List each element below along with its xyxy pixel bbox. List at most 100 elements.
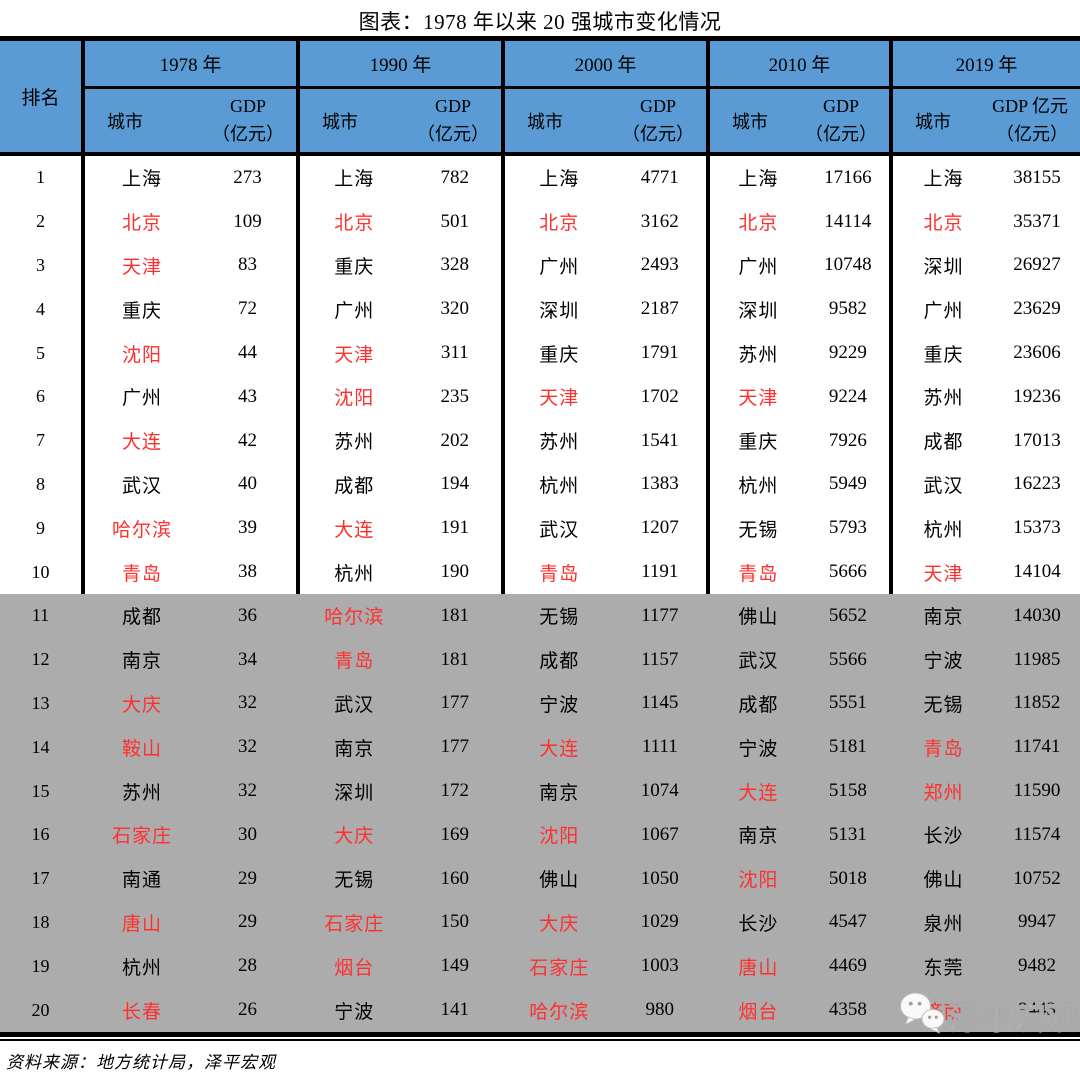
year-group-cell: 上海 4771 <box>505 156 710 200</box>
year-group-cell: 哈尔滨 980 <box>505 988 710 1032</box>
city-name: 大庆 <box>334 826 375 848</box>
city-name: 北京 <box>121 213 162 235</box>
year-group-cell: 沈阳 1067 <box>505 813 710 857</box>
year-group-cell: 北京 35371 <box>893 200 1080 244</box>
city-header-label: 城市 <box>915 111 951 132</box>
city-name: 佛山 <box>738 607 779 629</box>
year-group-cell: 成都 194 <box>300 462 505 507</box>
city-name: 广州 <box>738 256 779 278</box>
year-group-cell: 哈尔滨 39 <box>85 506 300 551</box>
gdp-value: 320 <box>440 298 470 320</box>
gdp-value: 5566 <box>828 648 867 670</box>
gdp-value: 39 <box>237 517 257 539</box>
gdp-value: 177 <box>440 736 470 758</box>
gdp-value: 9582 <box>828 298 867 320</box>
gdp-header-label: GDP 亿元 （亿元） <box>992 95 1068 144</box>
gdp-value: 11985 <box>1013 648 1061 670</box>
city-header-label: 城市 <box>107 111 143 132</box>
city-name: 杭州 <box>334 563 375 585</box>
city-name: 广州 <box>539 256 580 278</box>
gdp-value: 9224 <box>828 385 867 407</box>
year-group-cell: 天津 14104 <box>893 550 1080 594</box>
rank-cell: 16 <box>31 824 50 845</box>
year-group-cell: 哈尔滨 181 <box>300 594 505 638</box>
rank-cell: 5 <box>0 331 85 375</box>
city-name: 南京 <box>923 607 964 629</box>
city-name: 哈尔滨 <box>529 1001 590 1023</box>
year-group-cell: 无锡 11852 <box>893 682 1080 726</box>
city-name: 宁波 <box>539 694 580 716</box>
year-group-cell: 成都 1157 <box>505 638 710 682</box>
city-name: 上海 <box>539 169 580 191</box>
table-row: 16 石家庄 30 大庆 169 沈阳 1067 南京 5131 长沙 11574 <box>0 812 1080 857</box>
gdp-value: 5018 <box>828 867 867 889</box>
year-group-cell: 石家庄 150 <box>300 901 505 945</box>
gdp-value: 4547 <box>828 911 867 933</box>
year-group-cell: 南京 14030 <box>893 594 1080 638</box>
year-group-cell: 重庆 328 <box>300 243 505 288</box>
rank-cell: 2 <box>0 199 85 244</box>
gdp-value: 19236 <box>1013 385 1061 407</box>
year-group-cell: 青岛 5666 <box>710 550 893 594</box>
gdp-value: 172 <box>440 780 470 802</box>
gdp-value: 1145 <box>641 692 679 714</box>
year-group-cell: 苏州 202 <box>300 418 505 463</box>
page-title: 图表：1978 年以来 20 强城市变化情况 <box>358 10 722 34</box>
gdp-value: 83 <box>237 254 257 276</box>
year-group-cell: 佛山 5652 <box>710 594 893 638</box>
year-group-cell: 南京 5131 <box>710 813 893 857</box>
gdp-value: 43 <box>237 385 257 407</box>
city-name: 鞍山 <box>121 738 162 760</box>
year-label: 1978 年 <box>85 41 296 89</box>
rank-cell: 19 <box>31 955 50 976</box>
gdp-value: 42 <box>237 429 257 451</box>
city-name: 南京 <box>539 782 580 804</box>
year-group-cell: 苏州 32 <box>85 769 300 813</box>
table-row: 9 哈尔滨 39 大连 191 武汉 1207 无锡 5793 杭州 15373 <box>0 506 1080 551</box>
year-group-cell: 武汉 40 <box>85 462 300 507</box>
gdp-value: 980 <box>645 999 675 1021</box>
gdp-value: 5158 <box>828 780 867 802</box>
year-group-cell: 杭州 190 <box>300 550 505 594</box>
gdp-value: 1541 <box>640 429 679 451</box>
city-name: 佛山 <box>923 870 964 892</box>
gdp-value: 202 <box>440 429 470 451</box>
table-row: 18 唐山 29 石家庄 150 大庆 1029 长沙 4547 泉州 9947 <box>0 900 1080 945</box>
year-group-cell: 上海 273 <box>85 156 300 200</box>
gdp-value: 17013 <box>1013 429 1061 451</box>
gdp-value: 1067 <box>640 823 679 845</box>
city-header-label: 城市 <box>732 111 768 132</box>
table-row: 20 长春 26 宁波 141 哈尔滨 980 烟台 4358 济南 9443 <box>0 988 1080 1032</box>
gdp-value: 1003 <box>640 955 679 977</box>
year-group-header: 1990 年城市 GDP （亿元） <box>300 41 505 152</box>
gdp-value: 501 <box>440 210 470 232</box>
subheader-row: 城市 GDP （亿元） <box>710 89 889 152</box>
year-group-cell: 北京 14114 <box>710 199 893 244</box>
table-row: 14 鞍山 32 南京 177 大连 1111 宁波 5181 青岛 11741 <box>0 725 1080 770</box>
year-group-cell: 成都 5551 <box>710 682 893 726</box>
year-group-cell: 重庆 1791 <box>505 331 710 375</box>
table-row: 12 南京 34 青岛 181 成都 1157 武汉 5566 宁波 11985 <box>0 637 1080 682</box>
year-group-cell: 上海 782 <box>300 156 505 200</box>
city-name: 苏州 <box>334 432 375 454</box>
gdp-value: 29 <box>237 867 257 889</box>
city-name: 天津 <box>923 563 964 585</box>
rank-cell: 1 <box>0 156 85 200</box>
year-group-cell: 烟台 4358 <box>710 988 893 1032</box>
year-group-cell: 苏州 1541 <box>505 418 710 463</box>
gdp-value: 190 <box>440 561 470 583</box>
year-group-cell: 上海 17166 <box>710 156 893 200</box>
gdp-value: 1074 <box>640 780 679 802</box>
year-group-cell: 杭州 28 <box>85 944 300 988</box>
gdp-value: 782 <box>440 166 470 188</box>
subheader-row: 城市 GDP （亿元） <box>85 89 296 152</box>
year-group-cell: 天津 1702 <box>505 374 710 419</box>
year-group-cell: 苏州 9229 <box>710 331 893 375</box>
gdp-value: 32 <box>237 692 257 714</box>
year-group-cell: 南通 29 <box>85 857 300 901</box>
year-group-cell: 武汉 177 <box>300 682 505 726</box>
gdp-value: 16223 <box>1013 473 1061 495</box>
city-name: 天津 <box>539 388 580 410</box>
table-row: 11 成都 36 哈尔滨 181 无锡 1177 佛山 5652 南京 14030 <box>0 593 1080 638</box>
gdp-value: 2493 <box>640 254 679 276</box>
